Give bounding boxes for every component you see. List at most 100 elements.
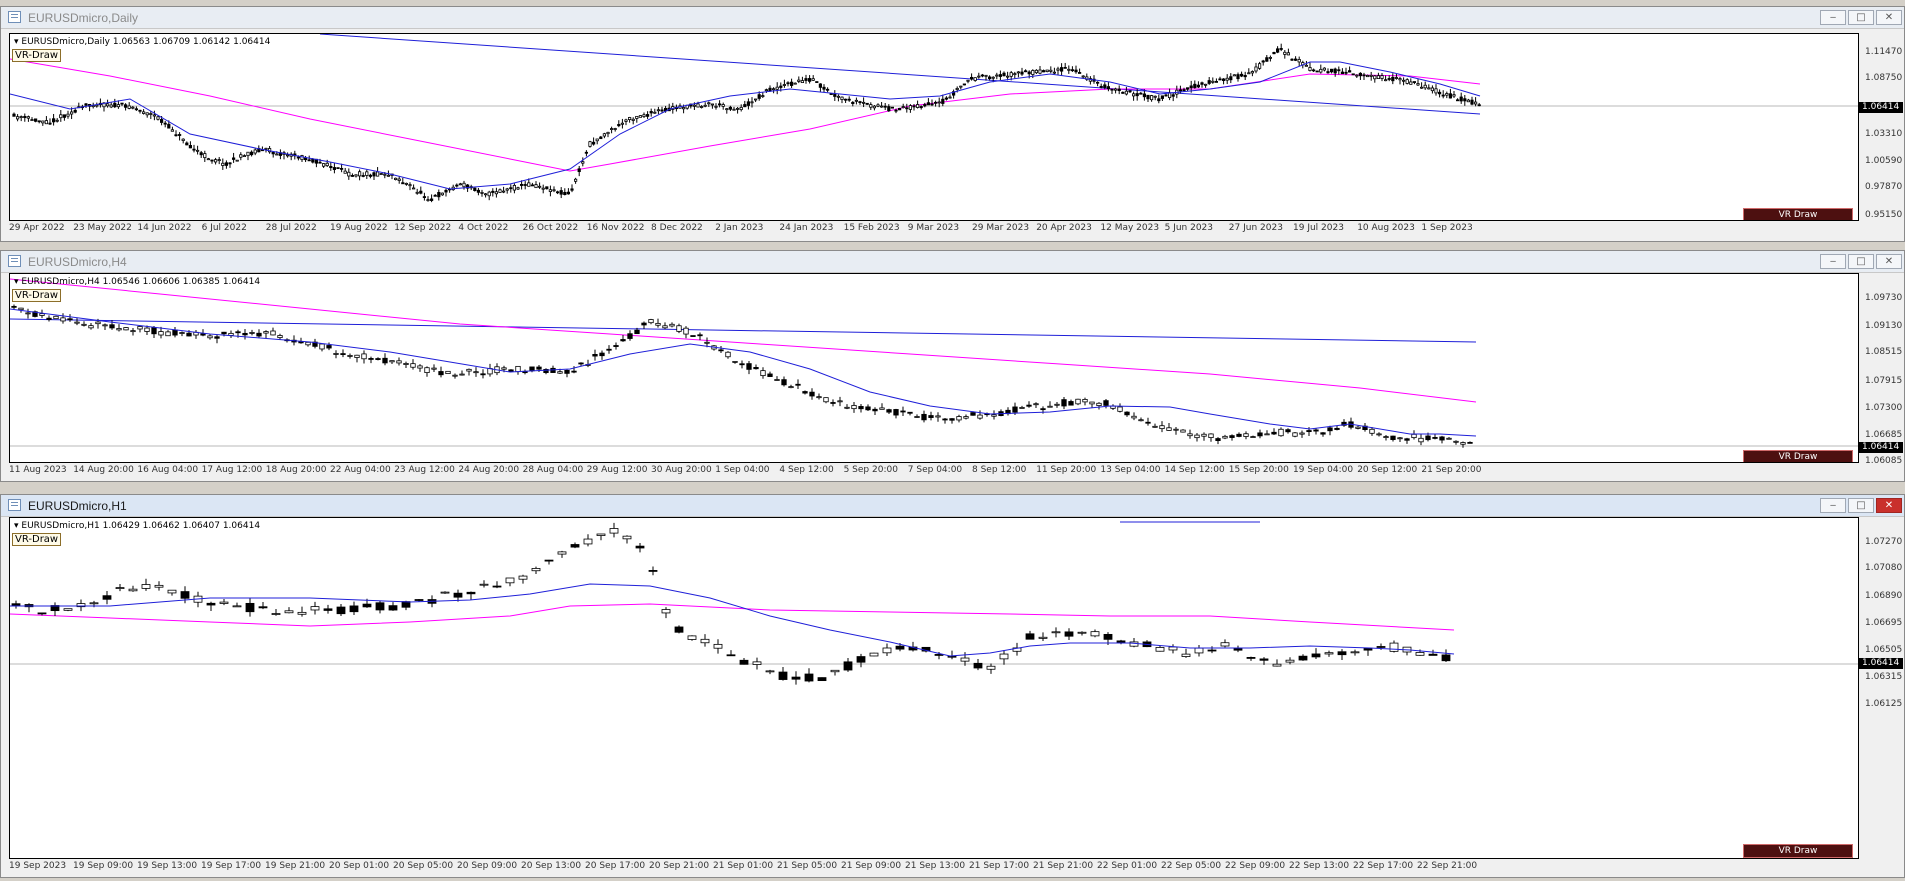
candle-body — [401, 182, 405, 185]
candle-body — [156, 116, 160, 120]
candle-body — [300, 155, 304, 161]
candle-body — [67, 318, 73, 321]
vr-draw-button[interactable]: VR Draw — [1743, 844, 1853, 858]
time-axis-label: 20 Sep 17:00 — [585, 861, 646, 871]
price-axis[interactable]: 1.09730 1.09130 1.08515 1.07915 1.07300 1.066… — [1859, 273, 1904, 466]
candle-body — [872, 408, 878, 412]
price-chart[interactable]: ▾ EURUSDmicro,H4 1.06546 1.06606 1.06385… — [9, 273, 1859, 463]
candle-body — [649, 111, 653, 114]
minimize-button[interactable]: ‒ — [1820, 498, 1846, 513]
candle-body — [144, 327, 150, 332]
candle-body — [181, 138, 185, 141]
candle-body — [739, 106, 743, 111]
maximize-button[interactable]: □ — [1848, 498, 1874, 513]
title-bar[interactable]: EURUSDmicro,Daily ‒ □ ✕ — [1, 7, 1904, 29]
candle-body — [172, 329, 178, 336]
candle-body — [1052, 71, 1056, 74]
candle-body — [1013, 73, 1017, 76]
candle-body — [1128, 90, 1132, 93]
close-button[interactable]: ✕ — [1876, 498, 1902, 513]
candle-body — [523, 184, 527, 186]
candle-body — [1181, 653, 1191, 657]
candle-body — [459, 373, 465, 376]
time-axis-label: 28 Jul 2022 — [265, 223, 317, 233]
candle-body — [816, 396, 822, 399]
candle-body — [32, 311, 38, 317]
fast-moving-average — [10, 308, 1477, 437]
candle-body — [1276, 48, 1280, 53]
vr-draw-label[interactable]: VR-Draw — [12, 289, 62, 302]
candle-body — [781, 379, 787, 386]
minimize-button[interactable]: ‒ — [1820, 10, 1846, 25]
candle-body — [357, 171, 362, 177]
candle-body — [431, 367, 437, 370]
chart-window-h1[interactable]: EURUSDmicro,H1 ‒ □ ✕ ▾ EURUSDmicro,H1 1.… — [0, 494, 1905, 878]
candle-body — [949, 418, 955, 421]
candle-body — [646, 114, 650, 117]
candle-body — [534, 184, 538, 189]
candle-body — [433, 194, 437, 197]
candle-body — [123, 327, 129, 331]
candle-body — [830, 669, 840, 673]
candle-body — [479, 583, 489, 586]
candle-body — [151, 327, 157, 335]
maximize-button[interactable]: □ — [1848, 10, 1874, 25]
candle-body — [53, 315, 59, 320]
time-axis-label: 5 Sep 20:00 — [843, 465, 898, 475]
vr-draw-label[interactable]: VR-Draw — [12, 49, 62, 62]
chart-window-h4[interactable]: EURUSDmicro,H4 ‒ □ ✕ ▾ EURUSDmicro,H4 1.… — [0, 250, 1905, 482]
fast-moving-average — [10, 583, 1455, 657]
candle-body — [1320, 432, 1326, 435]
time-axis[interactable]: 11 Aug 2023 14 Aug 20:00 16 Aug 04:00 17 Au… — [9, 465, 1859, 479]
candle-body — [1034, 69, 1038, 74]
vr-draw-button[interactable]: VR Draw — [1743, 450, 1853, 462]
time-axis[interactable]: 29 Apr 2022 23 May 2022 14 Jun 2022 6 Jul 2… — [9, 223, 1859, 237]
candle-body — [736, 107, 740, 110]
candle-body — [1324, 652, 1334, 655]
candlestick-chart — [10, 278, 1858, 448]
candle-body — [577, 168, 581, 173]
candle-body — [62, 114, 67, 118]
candle-body — [1082, 398, 1088, 403]
candle-body — [1299, 432, 1305, 435]
candle-body — [1243, 433, 1249, 437]
close-button[interactable]: ✕ — [1876, 254, 1902, 269]
price-axis[interactable]: 1.11470 1.08750 1.03310 1.00590 0.97870 0.951… — [1859, 33, 1904, 221]
candle-body — [415, 191, 419, 194]
time-axis[interactable]: 19 Sep 2023 19 Sep 09:00 19 Sep 13:00 19 Se… — [9, 861, 1859, 875]
candle-body — [707, 102, 711, 105]
candle-body — [556, 191, 560, 194]
candle-body — [1067, 68, 1071, 71]
minimize-button[interactable]: ‒ — [1820, 254, 1846, 269]
candle-body — [88, 325, 94, 329]
candle-body — [1020, 71, 1024, 75]
candle-body — [793, 82, 797, 85]
vr-draw-button[interactable]: VR Draw — [1743, 208, 1853, 220]
candle-body — [163, 122, 167, 125]
candle-body — [408, 184, 412, 187]
chart-window-icon — [8, 11, 21, 23]
price-axis-label: 1.06125 — [1865, 699, 1903, 709]
price-axis[interactable]: 1.07270 1.07080 1.06890 1.06695 1.06505 1.063… — [1859, 517, 1904, 859]
candle-body — [791, 676, 801, 680]
chart-window-daily[interactable]: EURUSDmicro,Daily ‒ □ ✕ ▾ EURUSDmicro,Da… — [0, 6, 1905, 242]
candle-body — [1243, 75, 1247, 78]
candle-body — [638, 115, 643, 118]
price-chart[interactable]: ▾ EURUSDmicro,Daily 1.06563 1.06709 1.06… — [9, 33, 1859, 221]
title-bar[interactable]: EURUSDmicro,H4 ‒ □ ✕ — [1, 251, 1904, 273]
close-button[interactable]: ✕ — [1876, 10, 1902, 25]
candle-body — [609, 528, 619, 534]
price-axis-label: 0.95150 — [1865, 210, 1903, 220]
candle-body — [84, 103, 88, 106]
price-chart[interactable]: ▾ EURUSDmicro,H1 1.06429 1.06462 1.06407… — [9, 517, 1859, 859]
candle-body — [635, 545, 645, 549]
candle-body — [127, 105, 131, 109]
candle-body — [1397, 437, 1403, 440]
vr-draw-label[interactable]: VR-Draw — [12, 533, 62, 546]
maximize-button[interactable]: □ — [1848, 254, 1874, 269]
candle-body — [158, 331, 164, 336]
candle-body — [872, 105, 877, 109]
time-axis-label: 15 Sep 20:00 — [1228, 465, 1289, 475]
candle-body — [26, 116, 31, 119]
title-bar[interactable]: EURUSDmicro,H1 ‒ □ ✕ — [1, 495, 1904, 517]
